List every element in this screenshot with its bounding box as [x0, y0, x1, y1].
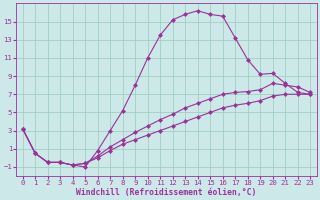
X-axis label: Windchill (Refroidissement éolien,°C): Windchill (Refroidissement éolien,°C) [76, 188, 257, 197]
